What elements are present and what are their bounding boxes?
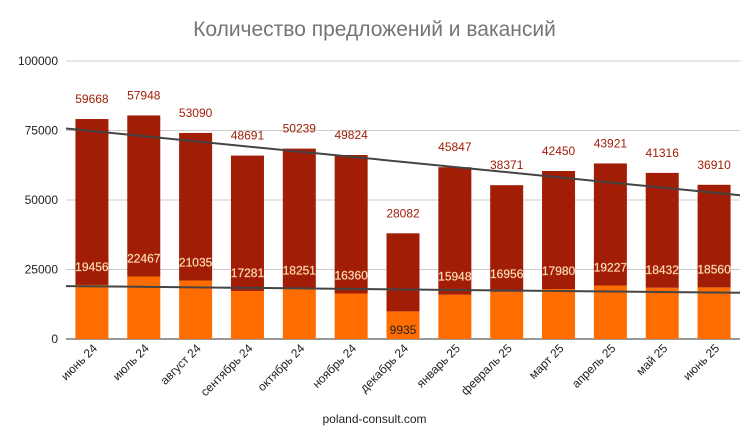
data-label-bottom: 16360 [334, 269, 368, 283]
x-tick-label: февраль 25 [458, 341, 515, 398]
y-tick-label: 75000 [25, 124, 59, 138]
x-tick-label: июнь 25 [680, 341, 722, 383]
x-tick-label: ноябрь 24 [310, 341, 360, 391]
bar-segment-top [697, 184, 731, 288]
data-label-top: 43921 [594, 136, 628, 150]
data-label-top: 41316 [646, 146, 680, 160]
data-label-top: 59668 [75, 92, 109, 106]
bar-segment-bottom [230, 290, 264, 339]
y-tick-label: 25000 [25, 263, 59, 277]
data-label-bottom: 17980 [542, 264, 576, 278]
x-tick-label: декабрь 24 [357, 341, 411, 395]
data-label-top: 45847 [438, 140, 472, 154]
bar-segment-top [282, 148, 316, 289]
x-tick-label: июнь 24 [58, 341, 100, 383]
data-label-bottom: 18432 [646, 263, 680, 277]
x-tick-label: март 25 [526, 341, 567, 382]
bar-segment-top [75, 119, 109, 285]
bar-segment-bottom [593, 285, 627, 339]
trendline-bottom [65, 285, 741, 294]
bar-segment-bottom [179, 280, 213, 339]
data-label-bottom: 16956 [490, 267, 524, 281]
source-footer: poland-consult.com [322, 412, 427, 426]
bar-segment-bottom [438, 294, 472, 339]
bar-segment-bottom [386, 311, 420, 339]
data-label-top: 38371 [490, 158, 524, 172]
x-tick-label: июль 24 [110, 341, 152, 383]
bar-segment-bottom [282, 288, 316, 339]
bar-segment-top [127, 115, 161, 277]
data-label-bottom: 19456 [75, 260, 109, 274]
data-label-bottom: 21035 [179, 256, 213, 270]
bar-segment-top [179, 132, 213, 281]
x-tick-label: сентябрь 24 [198, 341, 256, 399]
y-tick-label: 100000 [18, 54, 58, 68]
data-label-bottom: 22467 [127, 252, 161, 266]
x-tick-label: октябрь 24 [255, 341, 308, 394]
bar-segment-bottom [490, 291, 524, 339]
bar-segment-top [490, 185, 524, 292]
y-tick-label: 0 [51, 332, 58, 346]
bar-segment-top [542, 171, 576, 290]
bar-segment-bottom [542, 289, 576, 339]
data-label-bottom: 9935 [390, 323, 417, 337]
data-label-bottom: 17281 [231, 266, 265, 280]
bar-segment-top [334, 155, 368, 294]
bar-segment-bottom [334, 293, 368, 339]
x-tick-label: январь 25 [414, 341, 463, 390]
data-label-bottom: 19227 [594, 261, 628, 275]
bar-segment-top [438, 167, 472, 295]
data-label-bottom: 18251 [283, 263, 317, 277]
data-label-top: 42450 [542, 144, 576, 158]
y-tick-label: 50000 [25, 193, 59, 207]
bar-segment-top [386, 233, 420, 312]
bar-segment-top [230, 155, 264, 291]
chart-title: Количество предложений и вакансий [193, 18, 556, 41]
data-label-bottom: 15948 [438, 270, 472, 284]
data-label-top: 28082 [386, 206, 420, 220]
trendline-top [65, 127, 741, 197]
data-label-bottom: 18560 [697, 262, 731, 276]
bar-segment-bottom [697, 287, 731, 339]
data-label-top: 48691 [231, 129, 265, 143]
bar-segment-bottom [75, 284, 109, 339]
data-label-top: 53090 [179, 106, 213, 120]
data-label-top: 50239 [283, 122, 317, 136]
data-label-top: 49824 [334, 128, 368, 142]
x-tick-label: май 25 [633, 341, 670, 378]
data-label-top: 57948 [127, 88, 161, 102]
data-label-top: 36910 [697, 158, 731, 172]
x-tick-label: апрель 25 [569, 341, 619, 391]
bar-segment-bottom [645, 287, 679, 339]
x-tick-label: август 24 [157, 341, 204, 388]
bar-segment-top [645, 172, 679, 288]
